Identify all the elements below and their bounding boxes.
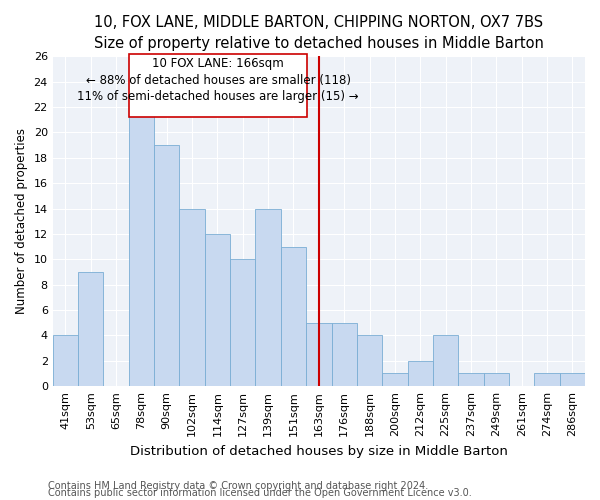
Bar xyxy=(306,322,332,386)
Y-axis label: Number of detached properties: Number of detached properties xyxy=(15,128,28,314)
Bar xyxy=(560,374,585,386)
Bar xyxy=(382,374,407,386)
Bar xyxy=(154,145,179,386)
Bar xyxy=(357,336,382,386)
Bar xyxy=(433,336,458,386)
Bar xyxy=(205,234,230,386)
Bar xyxy=(53,336,78,386)
Text: Contains public sector information licensed under the Open Government Licence v3: Contains public sector information licen… xyxy=(48,488,472,498)
Bar xyxy=(535,374,560,386)
Text: ← 88% of detached houses are smaller (118): ← 88% of detached houses are smaller (11… xyxy=(86,74,350,87)
Text: 10 FOX LANE: 166sqm: 10 FOX LANE: 166sqm xyxy=(152,58,284,70)
Text: 11% of semi-detached houses are larger (15) →: 11% of semi-detached houses are larger (… xyxy=(77,90,359,104)
Bar xyxy=(256,208,281,386)
Title: 10, FOX LANE, MIDDLE BARTON, CHIPPING NORTON, OX7 7BS
Size of property relative : 10, FOX LANE, MIDDLE BARTON, CHIPPING NO… xyxy=(94,15,544,51)
Bar xyxy=(458,374,484,386)
Text: Contains HM Land Registry data © Crown copyright and database right 2024.: Contains HM Land Registry data © Crown c… xyxy=(48,481,428,491)
X-axis label: Distribution of detached houses by size in Middle Barton: Distribution of detached houses by size … xyxy=(130,444,508,458)
Bar xyxy=(407,361,433,386)
Bar xyxy=(484,374,509,386)
FancyBboxPatch shape xyxy=(129,54,307,117)
Bar xyxy=(281,246,306,386)
Bar xyxy=(78,272,103,386)
Bar xyxy=(129,107,154,386)
Bar xyxy=(332,322,357,386)
Bar xyxy=(179,208,205,386)
Bar xyxy=(230,260,256,386)
